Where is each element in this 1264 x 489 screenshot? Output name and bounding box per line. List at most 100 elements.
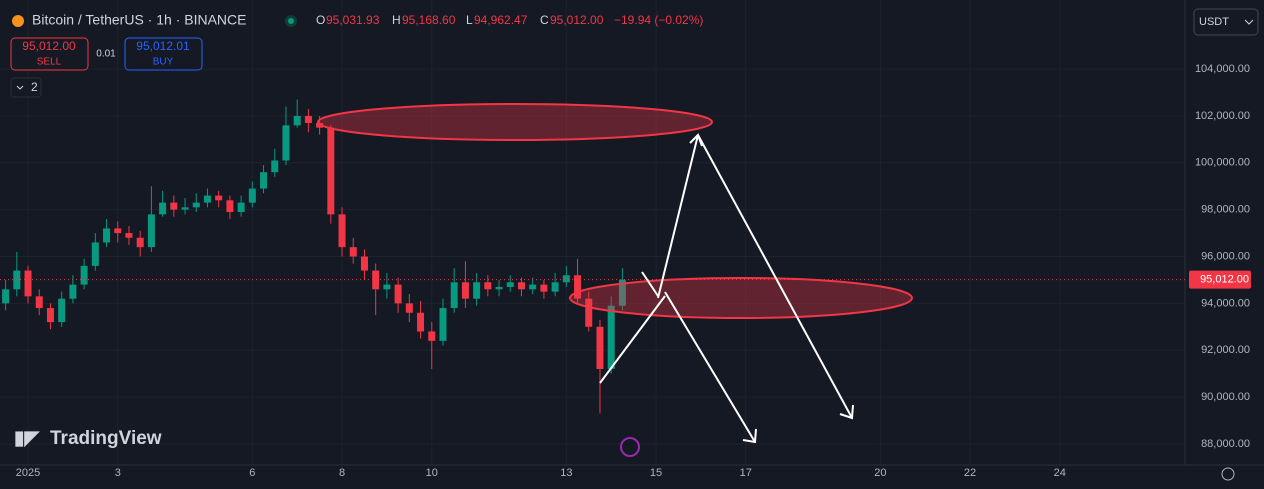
candle-body bbox=[2, 289, 10, 304]
x-tick-label: 20 bbox=[874, 467, 886, 479]
y-tick-label: 104,000.00 bbox=[1195, 63, 1250, 75]
candle-body bbox=[80, 265, 88, 285]
status-dot bbox=[288, 18, 294, 24]
x-tick-label: 2025 bbox=[16, 467, 40, 479]
x-tick-label: 8 bbox=[339, 467, 345, 479]
candle-body bbox=[91, 242, 99, 266]
candle-body bbox=[237, 202, 245, 213]
candle-body bbox=[24, 270, 32, 297]
y-tick-label: 92,000.00 bbox=[1201, 344, 1250, 356]
candle-body bbox=[282, 125, 290, 161]
candle-body bbox=[517, 282, 525, 290]
x-tick-label: 17 bbox=[740, 467, 752, 479]
high-value: 95,168.60 bbox=[402, 13, 456, 27]
candle-body bbox=[394, 284, 402, 304]
chevron bbox=[16, 85, 24, 90]
x-tick-label: 10 bbox=[426, 467, 438, 479]
candle-body bbox=[562, 275, 570, 283]
y-tick-label: 88,000.00 bbox=[1201, 438, 1250, 450]
candle-body bbox=[136, 237, 144, 248]
candle-body bbox=[192, 202, 200, 208]
x-tick-label: 15 bbox=[650, 467, 662, 479]
x-tick-label: 6 bbox=[249, 467, 255, 479]
candle-body bbox=[103, 228, 111, 243]
candle-body bbox=[170, 202, 178, 210]
candle-body bbox=[484, 282, 492, 290]
candle-body bbox=[506, 282, 514, 287]
candle-body bbox=[439, 308, 447, 341]
candle-body bbox=[46, 308, 54, 323]
buy-price: 95,012.01 bbox=[136, 39, 190, 53]
candle-body bbox=[529, 284, 537, 290]
change: −19.94 (−0.02%) bbox=[614, 13, 703, 27]
y-tick-label: 98,000.00 bbox=[1201, 204, 1250, 216]
o-label: O bbox=[316, 13, 325, 27]
candle-body bbox=[260, 172, 268, 189]
candle-body bbox=[473, 282, 481, 299]
y-tick-label: 90,000.00 bbox=[1201, 391, 1250, 403]
candle-body bbox=[215, 195, 223, 201]
candle-body bbox=[540, 284, 548, 292]
candle-body bbox=[574, 275, 582, 299]
zone-lower[interactable] bbox=[569, 277, 913, 319]
open-value: 95,031.93 bbox=[326, 13, 380, 27]
buy-text: BUY bbox=[153, 57, 174, 68]
candle-body bbox=[551, 282, 559, 292]
arrows[interactable] bbox=[599, 133, 854, 444]
sell-button[interactable] bbox=[10, 37, 89, 71]
candle-body bbox=[203, 195, 211, 203]
currency: USDT bbox=[1199, 16, 1229, 28]
candle-body bbox=[147, 214, 155, 248]
candle-body bbox=[69, 284, 77, 299]
candle-body bbox=[327, 127, 335, 215]
symbol[interactable]: Bitcoin / TetherUS · 1h · BINANCE bbox=[32, 12, 246, 28]
x-tick-label: 24 bbox=[1054, 467, 1066, 479]
candle-body bbox=[428, 331, 436, 341]
candle-body bbox=[450, 282, 458, 309]
candle-body bbox=[618, 279, 626, 306]
events-icon[interactable] bbox=[620, 437, 640, 457]
close-value: 95,012.00 bbox=[550, 13, 604, 27]
low-value: 94,962.47 bbox=[474, 13, 528, 27]
logo-mark: ▮◤ bbox=[14, 428, 40, 449]
x-tick-label: 22 bbox=[964, 467, 976, 479]
candle-body bbox=[338, 214, 346, 248]
zone-upper[interactable] bbox=[317, 103, 713, 141]
last-price-tag bbox=[1189, 270, 1251, 289]
candle-body bbox=[114, 228, 122, 234]
y-tick-label: 94,000.00 bbox=[1201, 297, 1250, 309]
candle-body bbox=[125, 233, 133, 238]
candle-body bbox=[159, 202, 167, 215]
x-tick-label: 3 bbox=[115, 467, 121, 479]
candle-body bbox=[349, 247, 357, 257]
currency-chevron bbox=[1244, 19, 1254, 25]
last-price-label: 95,012.00 bbox=[1200, 274, 1249, 286]
coin-icon bbox=[12, 15, 24, 27]
indicators-toggle[interactable] bbox=[10, 77, 42, 98]
candle-body bbox=[293, 115, 301, 126]
x-tick-label: 13 bbox=[560, 467, 572, 479]
h-label: H bbox=[392, 13, 401, 27]
candle-body bbox=[417, 312, 425, 332]
settings-icon[interactable] bbox=[1221, 467, 1235, 481]
y-tick-label: 100,000.00 bbox=[1195, 157, 1250, 169]
c-label: C bbox=[540, 13, 549, 27]
candle-body bbox=[226, 200, 234, 213]
candle-body bbox=[181, 207, 189, 210]
sell-text: SELL bbox=[37, 57, 62, 68]
candle-body bbox=[372, 270, 380, 290]
spread: 0.01 bbox=[96, 49, 116, 60]
candle-body bbox=[304, 115, 312, 123]
y-tick-label: 96,000.00 bbox=[1201, 250, 1250, 262]
candle-body bbox=[58, 298, 66, 323]
candle-body bbox=[360, 256, 368, 271]
candle-body bbox=[383, 284, 391, 290]
candle-body bbox=[248, 188, 256, 203]
candle-body bbox=[585, 298, 593, 327]
buy-button[interactable] bbox=[124, 37, 203, 71]
currency-select[interactable] bbox=[1193, 8, 1259, 36]
candle-body bbox=[495, 286, 503, 290]
y-tick-label: 102,000.00 bbox=[1195, 110, 1250, 122]
